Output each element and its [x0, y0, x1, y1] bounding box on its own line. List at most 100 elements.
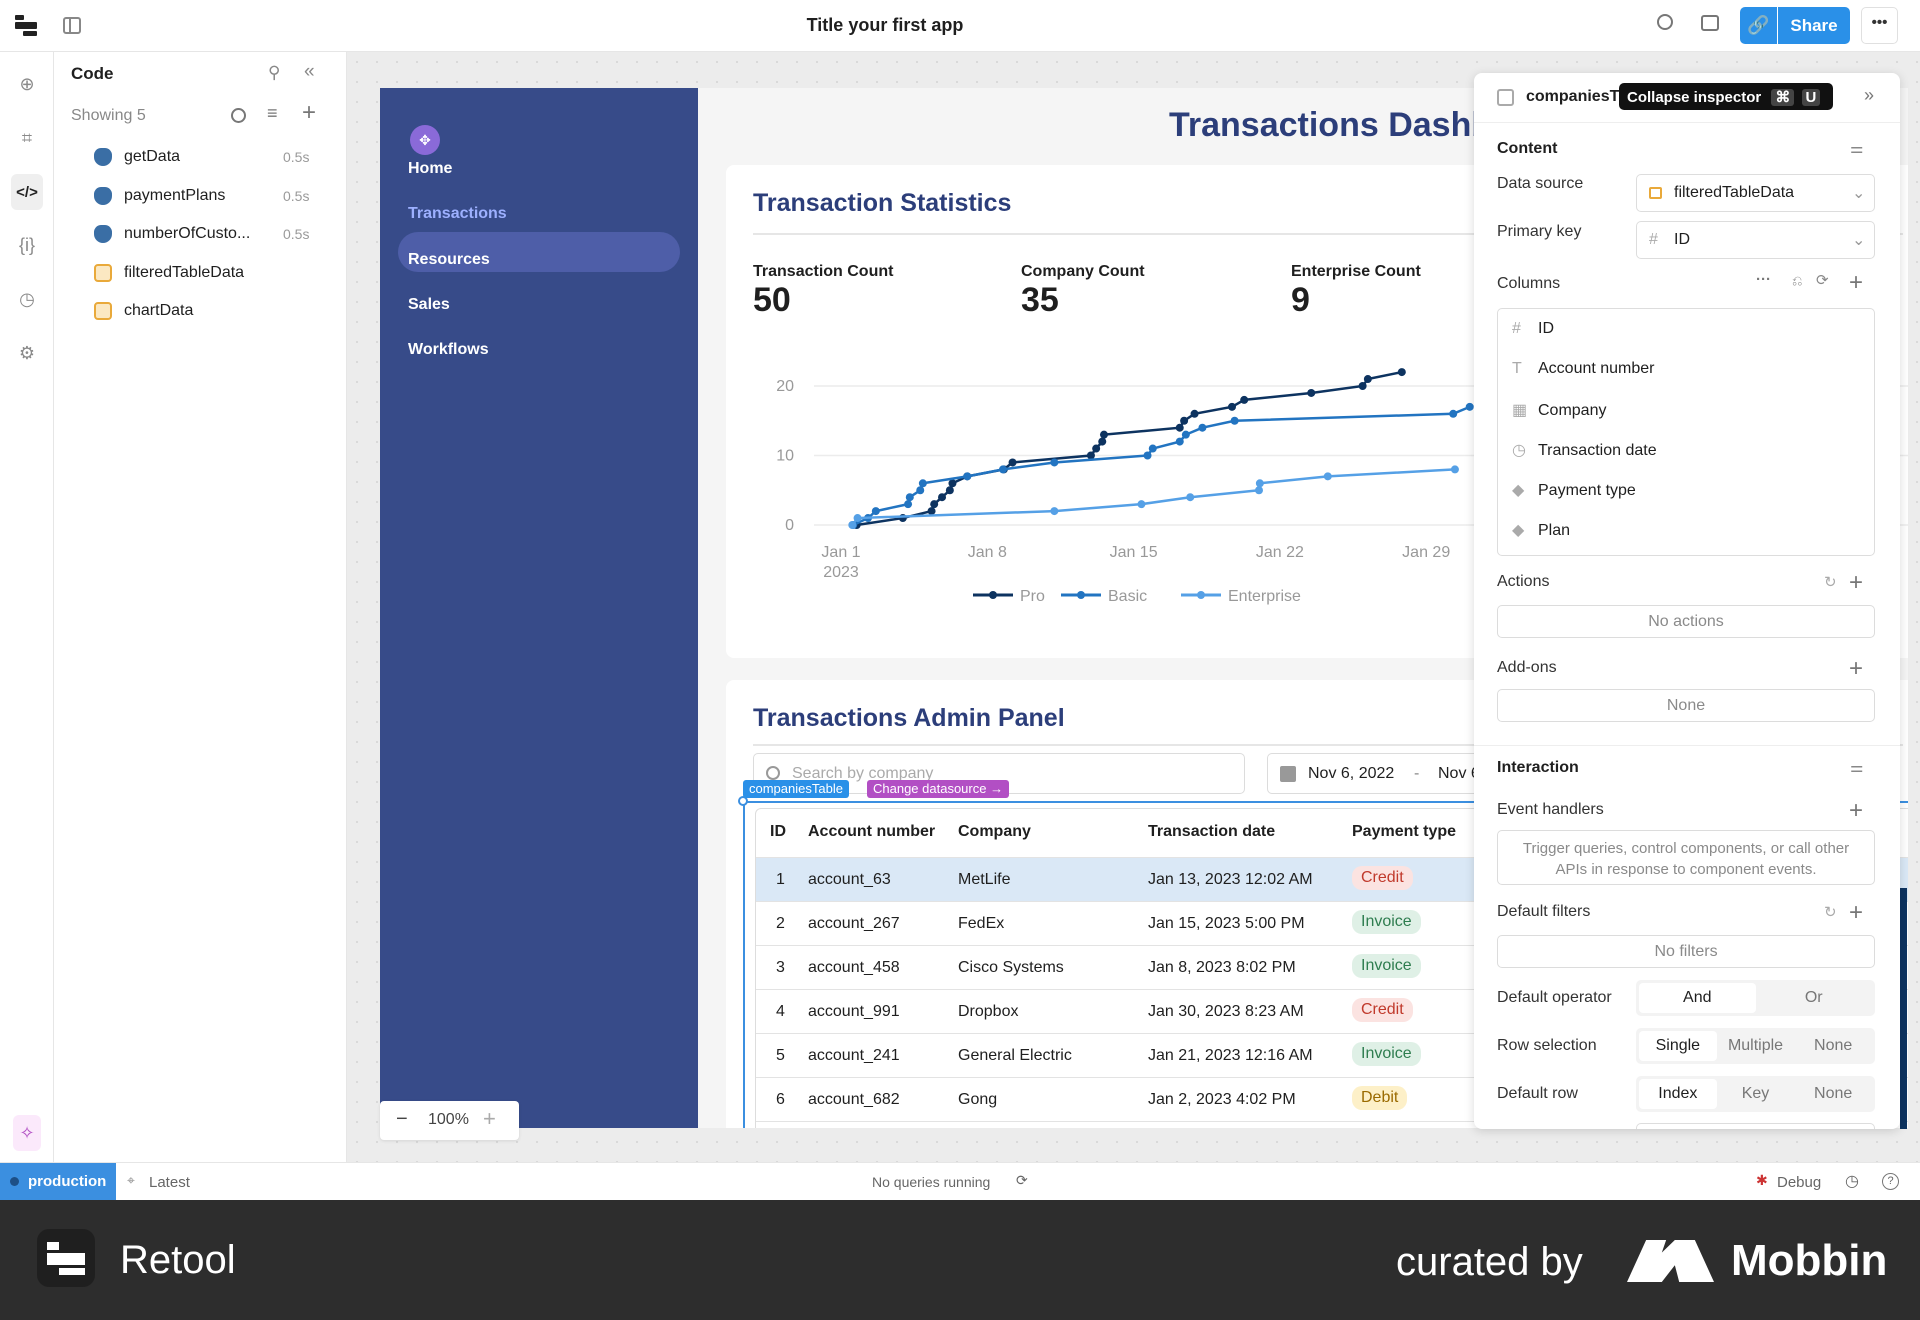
segment-option[interactable]: And	[1639, 983, 1756, 1013]
table-row[interactable]: 3 account_458 Cisco Systems Jan 8, 2023 8:0…	[756, 945, 1908, 989]
data-point-basic[interactable]	[904, 500, 913, 509]
change-datasource-tag[interactable]: Change datasource →	[867, 780, 1010, 798]
data-source-select[interactable]: filteredTableData ⌄	[1636, 174, 1875, 212]
data-point-enterprise[interactable]	[853, 514, 862, 523]
column-item[interactable]: ▦ Company	[1512, 400, 1606, 420]
data-point-enterprise[interactable]	[1255, 486, 1263, 495]
column-header[interactable]: ID	[770, 823, 786, 840]
data-point-pro[interactable]	[1358, 382, 1367, 390]
addons-empty[interactable]: None	[1497, 689, 1875, 722]
refresh-icon[interactable]: ⟳	[1816, 272, 1829, 289]
column-item[interactable]: T Account number	[1512, 360, 1655, 378]
data-point-pro[interactable]	[1397, 368, 1406, 377]
ai-assist-icon[interactable]: ✧	[13, 1115, 41, 1151]
event-handlers-hint[interactable]: Trigger queries, control components, or …	[1497, 830, 1875, 885]
date-range-input[interactable]: Nov 6, 2022 - Nov 6	[1267, 753, 1567, 794]
section-settings-icon[interactable]: ⚌	[1850, 759, 1864, 776]
more-menu-button[interactable]: •••	[1861, 7, 1898, 44]
data-point-pro[interactable]	[927, 507, 936, 516]
row-selection-toggle[interactable]: Single Multiple None	[1636, 1028, 1875, 1064]
add-query-icon[interactable]: +	[302, 99, 317, 126]
zoom-out-button[interactable]: −	[396, 1108, 408, 1130]
table-row[interactable]: 6 account_682 Gong Jan 2, 2023 4:02 PM Debit	[756, 1077, 1908, 1121]
refresh-icon[interactable]: ⟳	[1016, 1172, 1028, 1188]
data-point-enterprise[interactable]	[1450, 465, 1459, 474]
nav-item-sales[interactable]: Sales	[408, 295, 450, 313]
expand-inspector-icon[interactable]: »	[1864, 85, 1875, 105]
data-point-enterprise[interactable]	[1137, 500, 1146, 509]
data-point-pro[interactable]	[1307, 388, 1316, 397]
data-point-pro[interactable]	[1099, 430, 1108, 439]
toggle-panel-icon[interactable]	[63, 17, 81, 34]
default-row-toggle[interactable]: Index Key None	[1636, 1076, 1875, 1112]
history-icon[interactable]: ◷	[19, 288, 35, 309]
data-point-pro[interactable]	[938, 493, 947, 502]
nav-item-resources[interactable]: Resources	[408, 250, 490, 268]
query-item[interactable]: numberOfCusto... 0.5s	[54, 219, 347, 249]
data-point-pro[interactable]	[1098, 437, 1107, 446]
column-header[interactable]: Transaction date	[1148, 823, 1276, 840]
segment-option[interactable]: None	[1814, 1037, 1853, 1054]
data-point-basic[interactable]	[1181, 430, 1190, 439]
data-point-pro[interactable]	[1363, 375, 1372, 384]
segment-option[interactable]: Index	[1639, 1079, 1717, 1109]
legend-label[interactable]: Basic	[1108, 588, 1147, 605]
app-title[interactable]: Title your first app	[806, 15, 964, 35]
segment-option[interactable]: Key	[1741, 1085, 1770, 1102]
search-queries-icon[interactable]	[231, 108, 246, 123]
reset-icon[interactable]: ↻	[1824, 574, 1837, 591]
data-point-pro[interactable]	[1240, 395, 1249, 404]
data-point-basic[interactable]	[998, 465, 1007, 474]
data-point-basic[interactable]	[916, 486, 925, 495]
table-row[interactable]: 4 account_991 Dropbox Jan 30, 2023 8:23 AM C…	[756, 989, 1908, 1033]
add-column-icon[interactable]: +	[1849, 269, 1864, 296]
data-point-pro[interactable]	[1228, 402, 1237, 411]
add-action-icon[interactable]: +	[1849, 569, 1864, 596]
segment-option[interactable]: Multiple	[1727, 1037, 1784, 1054]
nav-item-home[interactable]: Home	[408, 160, 453, 177]
tree-icon[interactable]: ⌗	[21, 127, 33, 148]
zoom-in-button[interactable]: +	[483, 1106, 496, 1131]
actions-empty[interactable]: No actions	[1497, 605, 1875, 638]
component-name-tag[interactable]: companiesTable	[743, 780, 849, 798]
scrollbar[interactable]	[1900, 888, 1907, 1129]
collapse-panel-icon[interactable]: «	[304, 61, 315, 82]
data-point-pro[interactable]	[1092, 444, 1101, 453]
data-point-basic[interactable]	[1465, 402, 1474, 411]
filter-icon[interactable]: ≡	[267, 103, 278, 123]
query-item[interactable]: getData 0.5s	[54, 142, 347, 172]
add-filter-icon[interactable]: +	[1849, 899, 1864, 926]
data-point-basic[interactable]	[1230, 416, 1239, 425]
column-item[interactable]: # ID	[1512, 320, 1554, 338]
data-point-enterprise[interactable]	[848, 521, 857, 529]
data-point-enterprise[interactable]	[1050, 507, 1059, 516]
help-icon[interactable]: ?	[1882, 1173, 1899, 1190]
history-icon[interactable]: ◷	[1845, 1173, 1859, 1190]
reset-icon[interactable]: ↻	[1824, 904, 1837, 921]
share-button[interactable]: Share	[1778, 7, 1850, 44]
column-header[interactable]: Account number	[808, 823, 936, 840]
data-point-basic[interactable]	[963, 472, 972, 481]
data-point-basic[interactable]	[1148, 444, 1157, 453]
data-point-basic[interactable]	[1050, 458, 1059, 467]
settings-icon[interactable]: ⚙	[18, 342, 36, 363]
code-icon[interactable]: </>	[11, 174, 43, 210]
table-row[interactable]: 5 account_241 General Electric Jan 21, 2023…	[756, 1033, 1908, 1077]
more-icon[interactable]: ···	[1756, 271, 1771, 288]
pin-icon[interactable]: ⚲	[268, 63, 281, 82]
add-event-handler-icon[interactable]: +	[1849, 797, 1864, 824]
retool-logo-icon[interactable]	[15, 15, 37, 37]
data-point-pro[interactable]	[948, 479, 957, 488]
component-name[interactable]: companiesT	[1526, 88, 1620, 105]
segment-option[interactable]: Single	[1639, 1031, 1717, 1061]
reset-columns-icon[interactable]: ⎌	[1792, 273, 1803, 288]
data-point-pro[interactable]	[1175, 423, 1184, 432]
nav-item-workflows[interactable]: Workflows	[408, 341, 489, 359]
query-item[interactable]: paymentPlans 0.5s	[54, 181, 347, 211]
column-item[interactable]: ◷ Transaction date	[1512, 440, 1657, 460]
data-point-pro[interactable]	[930, 500, 939, 509]
search-icon[interactable]	[1657, 14, 1673, 30]
column-item[interactable]: ◆ Plan	[1512, 520, 1570, 540]
column-header[interactable]: Payment type	[1352, 823, 1457, 840]
legend-label[interactable]: Enterprise	[1228, 588, 1301, 605]
